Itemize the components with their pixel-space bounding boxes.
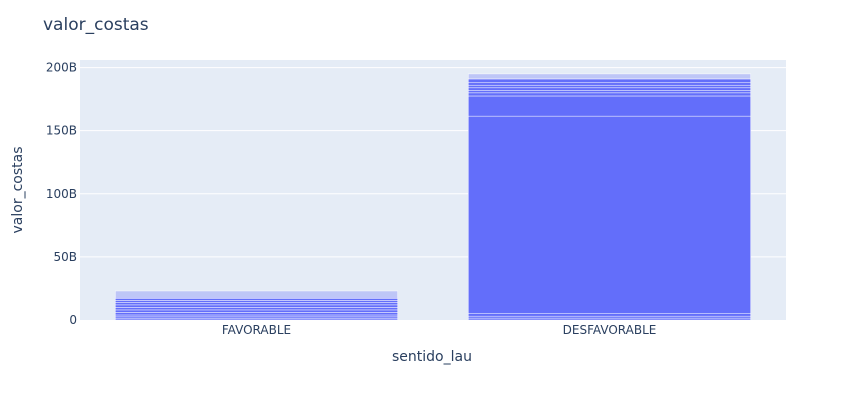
y-tick-label: 50B bbox=[53, 250, 77, 264]
bar-segment bbox=[467, 78, 751, 84]
y-tick-label: 100B bbox=[46, 187, 77, 201]
y-tick-labels: 0 50B 100B 150B 200B bbox=[46, 61, 77, 327]
bars bbox=[115, 73, 751, 321]
y-tick-label: 200B bbox=[46, 61, 77, 75]
x-axis-title: sentido_lau bbox=[392, 349, 472, 365]
bar-segment bbox=[467, 87, 751, 91]
x-tick-label: DESFAVORABLE bbox=[563, 323, 657, 337]
x-tick-labels: FAVORABLE DESFAVORABLE bbox=[222, 323, 656, 337]
bar-segment bbox=[115, 304, 398, 308]
bar-segment bbox=[467, 82, 751, 86]
chart-title: valor_costas bbox=[43, 15, 149, 35]
bar-segment bbox=[467, 115, 751, 314]
bar-segment bbox=[115, 302, 398, 306]
bar-segment bbox=[467, 84, 751, 89]
bar-segment bbox=[115, 309, 398, 313]
bar-segment bbox=[467, 92, 751, 97]
bar-segment bbox=[467, 95, 751, 117]
bar-segment bbox=[115, 290, 398, 298]
bar-segment bbox=[115, 307, 398, 311]
bar-segment bbox=[115, 312, 398, 316]
y-tick-label: 150B bbox=[46, 124, 77, 138]
y-tick-label: 0 bbox=[69, 313, 77, 327]
bar-segment bbox=[467, 73, 751, 80]
bar-segment bbox=[467, 313, 751, 317]
y-axis-title: valor_costas bbox=[10, 147, 26, 234]
x-tick-label: FAVORABLE bbox=[222, 323, 291, 337]
bar-segment bbox=[467, 89, 751, 94]
